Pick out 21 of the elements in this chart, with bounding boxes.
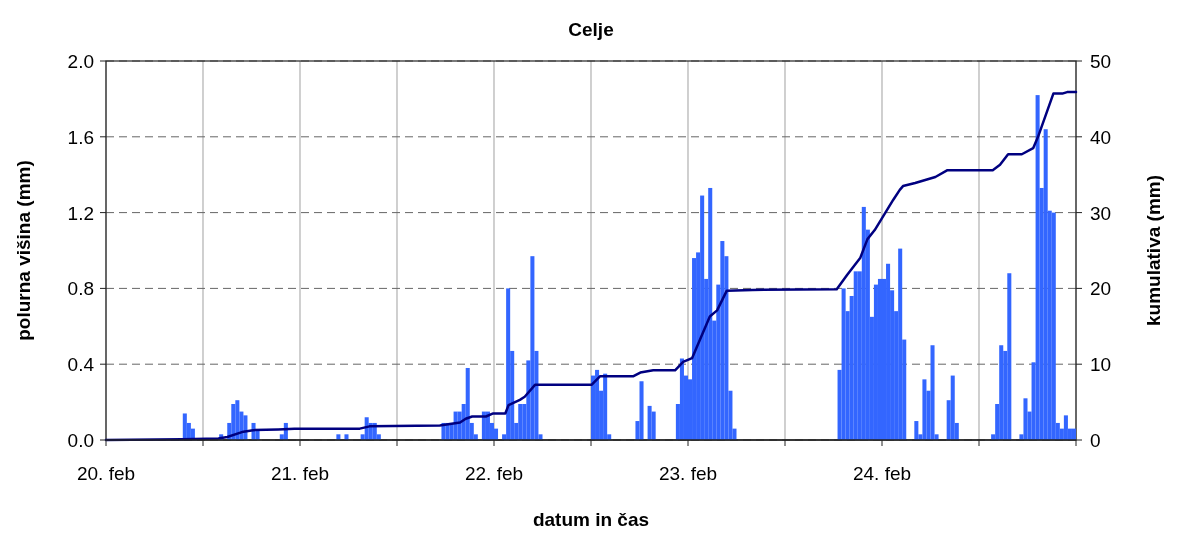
y2-tick-label: 0 <box>1090 430 1101 451</box>
chart-title: Celje <box>568 19 614 40</box>
x-tick-label: 23. feb <box>658 463 718 484</box>
y2-axis-title: kumulativa (mm) <box>1143 175 1164 326</box>
x-tick-label: 20. feb <box>76 463 136 484</box>
x-tick-label: 21. feb <box>270 463 330 484</box>
y2-tick-label: 50 <box>1090 51 1112 72</box>
x-axis-title: datum in čas <box>532 509 650 530</box>
y-tick-label: 2.0 <box>67 51 94 72</box>
y2-tick-label: 20 <box>1090 278 1112 300</box>
y-tick-label: 0.4 <box>67 354 95 376</box>
y-tick-label: 0.0 <box>67 430 94 451</box>
y-tick-label: 1.2 <box>67 202 94 224</box>
y-tick-label: 0.8 <box>67 278 94 300</box>
y2-tick-label: 30 <box>1090 202 1112 224</box>
x-tick-label: 22. feb <box>464 463 524 484</box>
y-tick-label: 1.6 <box>67 126 94 148</box>
x-tick-label: 24. feb <box>852 463 912 484</box>
y2-tick-label: 10 <box>1090 354 1112 376</box>
y2-tick-label: 40 <box>1090 126 1112 148</box>
y-axis-title: polurna višina (mm) <box>13 160 34 341</box>
